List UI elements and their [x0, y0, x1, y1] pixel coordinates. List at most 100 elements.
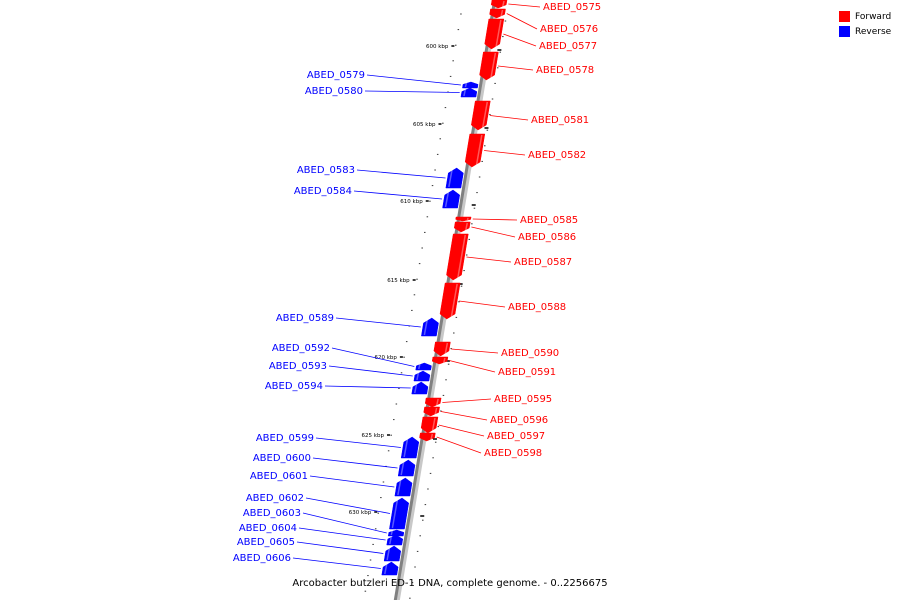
gene-arrow-shading — [466, 217, 469, 221]
gene-leader-line — [296, 541, 384, 554]
gene-arrow-shading — [414, 382, 418, 394]
gene-arrow-abed_0577[interactable] — [484, 18, 505, 50]
gene-leader-line — [292, 557, 381, 569]
gene-arrow-shading — [463, 88, 467, 97]
gene-arrow-shading — [384, 562, 388, 575]
gene-arrow-abed_0583[interactable] — [445, 167, 464, 189]
gene-arrow-abed_0586[interactable] — [453, 221, 471, 233]
gene-arrow-abed_0584[interactable] — [442, 189, 460, 209]
gene-arrow-abed_0606[interactable] — [381, 561, 399, 576]
scale-tick-label: 600 kbp — [426, 44, 449, 50]
gene-arrow-abed_0592[interactable] — [415, 362, 432, 371]
gene-arrow-shading — [423, 318, 429, 336]
gene-label-abed_0595[interactable]: ABED_0595 — [494, 394, 552, 405]
gene-label-abed_0596[interactable]: ABED_0596 — [490, 415, 548, 426]
scale-tick-label: 630 kbp — [349, 510, 372, 516]
gene-arrow-abed_0605[interactable] — [383, 545, 402, 562]
gene-arrow-abed_0593[interactable] — [413, 370, 431, 382]
gene-label-abed_0586[interactable]: ABED_0586 — [518, 232, 576, 243]
gene-leader-line — [298, 527, 386, 541]
gene-arrow-shading — [430, 433, 434, 441]
gene-leader-line — [484, 150, 526, 156]
gene-arrow-abed_0587[interactable] — [446, 233, 469, 281]
gene-arrow-abed_0599[interactable] — [400, 436, 420, 459]
gene-arrow-abed_0580[interactable] — [460, 87, 478, 98]
gene-label-abed_0600[interactable]: ABED_0600 — [253, 453, 311, 464]
gene-label-abed_0580[interactable]: ABED_0580 — [305, 86, 363, 97]
gene-arrow-abed_0582[interactable] — [464, 133, 486, 168]
gene-label-abed_0584[interactable]: ABED_0584 — [294, 186, 352, 197]
gene-label-abed_0582[interactable]: ABED_0582 — [528, 150, 586, 161]
gene-leader-line — [324, 385, 411, 389]
legend-item-reverse: Reverse — [839, 24, 891, 39]
gene-arrow-abed_0597[interactable] — [420, 416, 439, 434]
gene-arrow-abed_0579[interactable] — [462, 81, 479, 89]
legend-label-reverse: Reverse — [855, 26, 892, 37]
gene-leader-line — [503, 33, 537, 47]
gene-arrow-abed_0595[interactable] — [424, 397, 442, 408]
gene-label-abed_0585[interactable]: ABED_0585 — [520, 215, 578, 226]
gene-arrow-abed_0575[interactable] — [490, 0, 508, 9]
gene-label-abed_0601[interactable]: ABED_0601 — [250, 471, 308, 482]
gene-leader-line — [506, 13, 538, 30]
gene-label-abed_0604[interactable]: ABED_0604 — [239, 523, 297, 534]
gene-arrow-abed_0596[interactable] — [423, 406, 440, 417]
gene-label-abed_0594[interactable]: ABED_0594 — [265, 381, 323, 392]
gene-labels: ABED_0575 ABED_0576 ABED_0577 ABED_0578 ABED… — [233, 2, 601, 569]
gene-label-abed_0588[interactable]: ABED_0588 — [508, 302, 566, 313]
gene-label-abed_0576[interactable]: ABED_0576 — [540, 24, 598, 35]
gene-label-abed_0587[interactable]: ABED_0587 — [514, 257, 572, 268]
gene-arrow-abed_0585[interactable] — [455, 216, 472, 222]
gene-leader-line — [331, 347, 415, 367]
gene-label-abed_0592[interactable]: ABED_0592 — [272, 343, 330, 354]
gene-arrow-shading — [390, 530, 393, 536]
gene-label-abed_0590[interactable]: ABED_0590 — [501, 348, 559, 359]
gene-arrow-abed_0576[interactable] — [489, 8, 506, 19]
gene-label-abed_0578[interactable]: ABED_0578 — [536, 65, 594, 76]
gene-arrow-abed_0603[interactable] — [387, 529, 405, 537]
gene-arrow-abed_0604[interactable] — [386, 534, 404, 546]
gene-arrow-shading — [444, 342, 449, 356]
gene-arrow-abed_0600[interactable] — [397, 459, 416, 477]
gene-label-abed_0583[interactable]: ABED_0583 — [297, 165, 355, 176]
gene-leader-line — [309, 475, 395, 488]
gene-label-abed_0606[interactable]: ABED_0606 — [233, 553, 291, 564]
gene-arrow-abed_0602[interactable] — [389, 497, 409, 530]
gene-label-abed_0591[interactable]: ABED_0591 — [498, 367, 556, 378]
gene-label-abed_0597[interactable]: ABED_0597 — [487, 431, 545, 442]
gene-label-abed_0602[interactable]: ABED_0602 — [246, 493, 304, 504]
legend: Forward Reverse — [839, 9, 891, 39]
gene-label-abed_0598[interactable]: ABED_0598 — [484, 448, 542, 459]
gene-label-abed_0599[interactable]: ABED_0599 — [256, 433, 314, 444]
gene-arrow-abed_0601[interactable] — [394, 477, 413, 497]
gene-arrow-abed_0598[interactable] — [419, 432, 436, 442]
gene-leader-line — [364, 90, 460, 93]
gene-arrow-abed_0578[interactable] — [479, 51, 499, 81]
gene-leader-line — [449, 360, 496, 373]
gene-leader-line — [312, 457, 398, 469]
gene-label-abed_0589[interactable]: ABED_0589 — [276, 313, 334, 324]
gene-arrow-abed_0590[interactable] — [433, 341, 451, 357]
gene-label-abed_0581[interactable]: ABED_0581 — [531, 115, 589, 126]
gene-arrow-abed_0588[interactable] — [439, 282, 461, 320]
gene-leader-line — [471, 226, 516, 238]
gene-features — [381, 0, 508, 576]
gene-arrow-abed_0591[interactable] — [431, 356, 449, 365]
gene-arrow-abed_0589[interactable] — [421, 317, 439, 337]
scale-tick-label: 620 kbp — [374, 355, 397, 361]
gene-arrow-abed_0581[interactable] — [471, 100, 491, 131]
gene-arrow-shading — [389, 535, 393, 545]
gene-label-abed_0575[interactable]: ABED_0575 — [543, 2, 601, 13]
gene-label-abed_0593[interactable]: ABED_0593 — [269, 361, 327, 372]
gene-leader-line — [438, 424, 485, 437]
gene-leader-line — [366, 74, 461, 86]
gene-label-abed_0603[interactable]: ABED_0603 — [243, 508, 301, 519]
gene-arrow-shading — [400, 460, 405, 476]
gene-label-abed_0577[interactable]: ABED_0577 — [539, 41, 597, 52]
gene-label-abed_0605[interactable]: ABED_0605 — [237, 537, 295, 548]
gene-label-abed_0579[interactable]: ABED_0579 — [307, 70, 365, 81]
legend-item-forward: Forward — [839, 9, 891, 24]
gene-arrow-shading — [431, 417, 436, 433]
gene-arrow-abed_0594[interactable] — [411, 381, 429, 395]
